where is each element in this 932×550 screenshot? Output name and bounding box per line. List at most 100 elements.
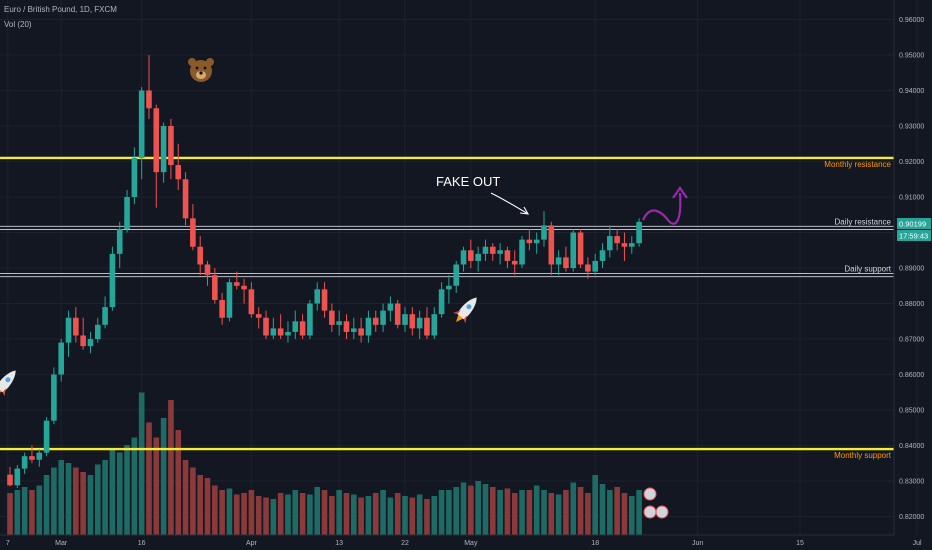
grid-lines — [0, 0, 918, 535]
volume-bar — [36, 485, 43, 535]
time-tick-label: Jul — [913, 540, 922, 547]
candle-body — [636, 221, 642, 244]
volume-bar — [489, 487, 496, 535]
time-tick-label: 16 — [138, 540, 146, 547]
volume-bar — [555, 494, 562, 535]
price-tick-label: 0.89000 — [899, 266, 924, 273]
candle-body — [7, 474, 13, 486]
candle-body — [226, 282, 233, 318]
volume-bar — [226, 488, 233, 535]
price-tick-label: 0.84000 — [899, 443, 924, 450]
candle-body — [453, 264, 460, 286]
projection-arrow-icon — [642, 192, 682, 225]
candle-body — [292, 321, 299, 332]
volume-bar — [175, 430, 182, 535]
volume-bar — [358, 497, 364, 535]
level-label: Daily support — [844, 265, 891, 274]
level-label: Daily resistance — [835, 217, 892, 226]
price-tick-label: 0.87000 — [899, 337, 924, 344]
volume-bar — [277, 493, 284, 535]
bear-icon — [188, 58, 214, 82]
candle-body — [109, 253, 116, 308]
volume-bar — [168, 400, 174, 535]
countdown: 17:59:43 — [899, 232, 928, 241]
candle-body — [116, 228, 123, 254]
volume-bar — [241, 493, 247, 535]
candle-body — [94, 324, 101, 340]
volume-bar — [416, 494, 423, 535]
volume-bar — [212, 485, 218, 535]
candle-body — [336, 321, 342, 325]
volume-bar — [29, 490, 35, 535]
volume-bar — [7, 493, 13, 535]
volume-bar — [124, 445, 130, 535]
level-lines: Monthly resistance Daily resistance Daily … — [0, 156, 894, 460]
candle-body — [607, 236, 613, 251]
time-tick-label: 7 — [6, 540, 10, 547]
price-tick-label: 0.82000 — [899, 514, 924, 521]
candle-body — [358, 328, 364, 336]
candle-body — [204, 264, 211, 276]
volume-bar — [146, 422, 152, 535]
volume-bar — [182, 460, 189, 535]
candle-body — [460, 250, 467, 265]
volume-bar — [87, 475, 94, 535]
candle-body — [585, 264, 591, 272]
volume-bar — [116, 452, 123, 535]
candle-body — [497, 250, 503, 254]
candle-body — [131, 157, 138, 198]
volume-bar — [255, 496, 262, 535]
candle-body — [102, 307, 108, 325]
volume-bar — [460, 482, 467, 535]
volume-bar — [402, 496, 408, 535]
volume-bar — [314, 487, 321, 535]
time-tick-label: 18 — [591, 540, 599, 547]
candle-body — [285, 331, 291, 336]
volume-bar — [453, 487, 460, 535]
volume-bar — [504, 488, 511, 535]
candle-body — [321, 289, 328, 311]
volume-bar — [365, 496, 372, 535]
candle-body — [563, 257, 569, 269]
price-tick-label: 0.88000 — [899, 301, 924, 308]
candle-body — [416, 317, 423, 329]
candle-body — [146, 90, 152, 109]
candle-body — [343, 321, 350, 332]
candle-body — [153, 108, 160, 173]
fake-out-label: FAKE OUT — [436, 174, 500, 189]
volume-bar — [109, 448, 116, 535]
candle-body — [351, 328, 357, 332]
price-badges: 0.90199 17:59:43 — [897, 218, 931, 241]
price-axis[interactable]: 0.96000 0.95000 0.94000 0.93000 0.92000 0.910… — [893, 0, 924, 535]
candle-body — [533, 239, 540, 244]
price-tick-label: 0.94000 — [899, 88, 924, 95]
level-label: Monthly resistance — [824, 160, 891, 169]
candle-body — [212, 275, 218, 300]
price-tick-label: 0.86000 — [899, 372, 924, 379]
volume-bar — [14, 490, 21, 535]
price-tick-label: 0.93000 — [899, 124, 924, 131]
volume-bar — [197, 475, 203, 535]
candle-body — [577, 232, 584, 265]
price-tick-label: 0.95000 — [899, 53, 924, 60]
time-tick-label: 13 — [335, 540, 343, 547]
volume-bar — [409, 497, 416, 535]
candle-body — [526, 239, 533, 244]
candle-body — [519, 239, 525, 265]
volume-bar — [380, 490, 386, 535]
time-axis[interactable]: 7Mar16Apr1322May18Jun15Jul1322Aug — [0, 534, 932, 547]
candle-body — [628, 243, 635, 247]
fake-out-arrow-icon — [490, 192, 529, 215]
candle-body — [599, 250, 606, 261]
volume-bar — [636, 490, 642, 535]
volume-bar — [607, 490, 613, 535]
volume-bar — [372, 493, 379, 535]
time-tick-label: 15 — [796, 540, 804, 547]
candle-body — [277, 328, 284, 336]
volume-bar — [65, 463, 72, 535]
volume-bar — [219, 490, 225, 535]
volume-bar — [329, 496, 335, 535]
candle-body — [511, 260, 518, 265]
volume-bar — [94, 464, 101, 535]
